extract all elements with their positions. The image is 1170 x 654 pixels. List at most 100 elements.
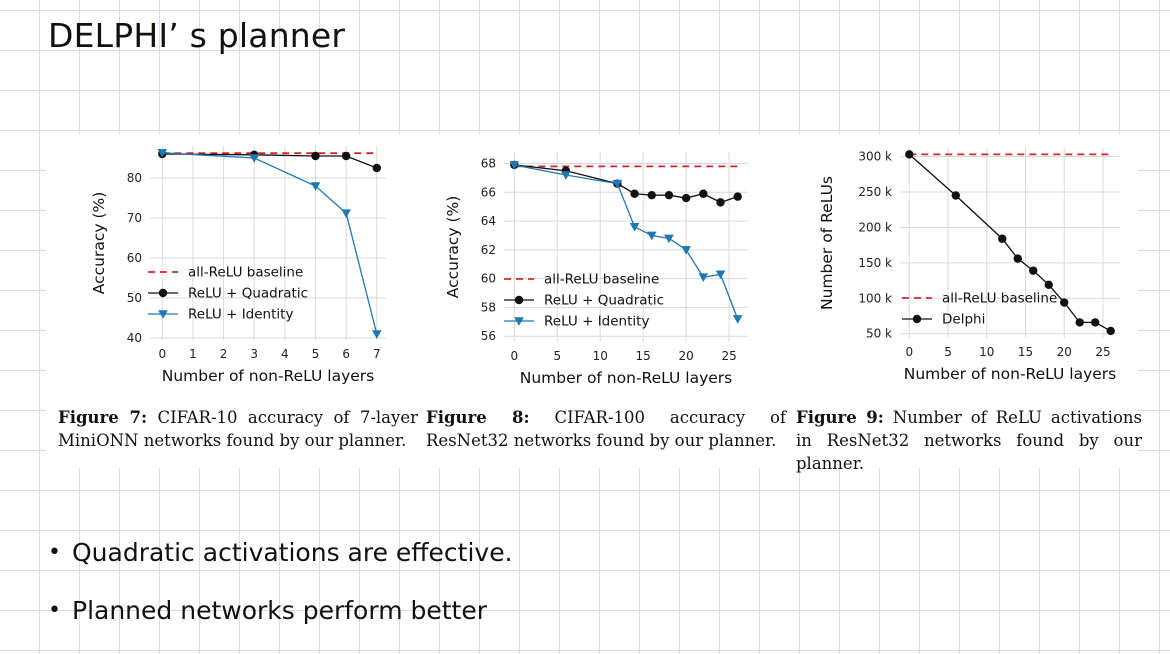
slide-title: DELPHI’ s planner xyxy=(48,16,346,55)
plot-figure-9: 0 5 10 15 20 25 50 k 100 k 150 k 200 k 250 k 300 k N… xyxy=(810,134,1140,399)
data-point xyxy=(1044,280,1053,290)
data-point xyxy=(311,151,320,161)
x-tick-label: 0 xyxy=(158,347,166,361)
legend-marker xyxy=(158,288,168,298)
caption-label: Figure 9: xyxy=(796,408,884,427)
legend-label: all-ReLU baseline xyxy=(544,272,659,288)
bullet-list: • Quadratic activations are effective. •… xyxy=(48,538,513,654)
data-point xyxy=(715,270,726,280)
data-point xyxy=(1106,326,1115,336)
data-point xyxy=(1075,318,1084,327)
x-tick-label: 6 xyxy=(342,347,350,361)
data-point xyxy=(310,182,321,191)
data-point xyxy=(1091,318,1100,327)
x-tick-label: 5 xyxy=(312,347,320,361)
x-tick-label: 3 xyxy=(250,347,258,361)
x-tick-label: 1 xyxy=(189,347,197,361)
data-point xyxy=(647,190,656,200)
y-tick-label: 66 xyxy=(481,185,496,199)
caption-text: Number of ReLU activations in ResNet32 n… xyxy=(796,408,1142,473)
bullet-item: • Quadratic activations are effective. xyxy=(48,538,513,596)
x-tick-label: 10 xyxy=(593,349,608,363)
series-line xyxy=(908,153,1112,332)
x-tick-label: 25 xyxy=(1095,345,1110,359)
chart-legend: all-ReLU baseline ReLU + Quadratic ReLU + … xyxy=(148,265,308,323)
legend-marker xyxy=(514,295,524,305)
x-tick-label: 7 xyxy=(373,347,381,361)
data-point xyxy=(664,234,674,244)
x-axis-label: Number of non-ReLU layers xyxy=(904,365,1117,383)
y-axis-label: Accuracy (%) xyxy=(444,196,462,299)
data-point xyxy=(681,193,691,203)
chart-figure-8: 0 5 10 15 20 25 56 58 60 62 64 66 68 Number of non-Re… xyxy=(444,152,748,387)
caption-label: Figure 8: xyxy=(426,408,530,427)
figure-panel: 0 1 2 3 4 5 6 7 40 50 60 70 80 Number of non-ReLU lay… xyxy=(46,134,1142,473)
plot-figure-8: 0 5 10 15 20 25 56 58 60 62 64 66 68 Number of non-Re… xyxy=(444,134,774,399)
y-axis-label: Accuracy (%) xyxy=(90,192,108,295)
x-axis-label: Number of non-ReLU layers xyxy=(162,367,375,385)
data-point xyxy=(630,189,639,198)
bullet-icon: • xyxy=(48,540,61,565)
y-tick-label: 70 xyxy=(127,211,142,225)
y-tick-label: 64 xyxy=(481,214,496,228)
x-tick-label: 20 xyxy=(679,349,694,363)
y-tick-label: 56 xyxy=(481,329,496,343)
data-point xyxy=(157,149,168,158)
legend-label: ReLU + Identity xyxy=(544,314,649,330)
y-tick-label: 62 xyxy=(481,243,496,257)
y-tick-label: 50 xyxy=(127,291,142,305)
x-tick-label: 20 xyxy=(1057,345,1072,359)
data-point xyxy=(1013,254,1022,263)
data-point xyxy=(951,191,960,200)
y-tick-label: 60 xyxy=(127,251,142,265)
y-tick-label: 50 k xyxy=(866,327,892,341)
legend-label: Delphi xyxy=(942,312,985,328)
data-point xyxy=(509,161,520,170)
legend-label: all-ReLU baseline xyxy=(188,265,303,281)
y-tick-label: 40 xyxy=(127,331,142,345)
y-tick-label: 68 xyxy=(481,157,496,171)
data-point xyxy=(341,151,351,161)
y-tick-label: 200 k xyxy=(858,220,892,234)
chart-figure-7: 0 1 2 3 4 5 6 7 40 50 60 70 80 Number of non-ReLU lay… xyxy=(90,146,386,385)
data-point xyxy=(732,315,743,324)
chart-legend: all-ReLU baseline Delphi xyxy=(902,291,1057,328)
data-point xyxy=(998,234,1007,243)
bullet-icon: • xyxy=(48,598,61,623)
data-point xyxy=(561,171,571,180)
y-tick-label: 60 xyxy=(481,272,496,286)
data-point xyxy=(629,223,640,232)
y-tick-label: 80 xyxy=(127,171,142,185)
caption-figure-8: Figure 8: CIFAR-100 accuracy of ResNet32… xyxy=(426,406,786,452)
caption-label: Figure 7: xyxy=(58,408,148,427)
bullet-item: • Planned networks perform better xyxy=(48,596,513,654)
legend-label: ReLU + Quadratic xyxy=(188,286,308,302)
plot-figure-7: 0 1 2 3 4 5 6 7 40 50 60 70 80 Number of non-ReLU lay… xyxy=(74,134,404,399)
data-point xyxy=(733,192,742,201)
x-tick-label: 5 xyxy=(553,349,561,363)
caption-text: CIFAR-10 accuracy of 7-layer Mini­ONN ne… xyxy=(58,408,418,450)
caption-text: CIFAR-100 accuracy of ResNet32 networks … xyxy=(426,408,786,450)
y-tick-label: 150 k xyxy=(858,256,892,270)
bullet-text: Quadratic activations are effective. xyxy=(72,538,513,567)
x-tick-label: 15 xyxy=(636,349,651,363)
legend-label: ReLU + Identity xyxy=(188,307,293,323)
data-point xyxy=(341,209,351,218)
data-point xyxy=(372,163,382,173)
legend-marker xyxy=(912,314,922,324)
legend-label: all-ReLU baseline xyxy=(942,291,1057,307)
y-tick-label: 250 k xyxy=(858,185,892,199)
x-axis-label: Number of non-ReLU layers xyxy=(520,369,733,387)
data-point xyxy=(905,150,914,159)
chart-legend: all-ReLU baseline ReLU + Quadratic ReLU + … xyxy=(504,272,664,330)
data-point xyxy=(1029,266,1038,275)
bullet-text: Planned networks perform better xyxy=(72,596,488,625)
data-point xyxy=(372,330,382,339)
data-point xyxy=(681,246,691,255)
caption-figure-7: Figure 7: CIFAR-10 accuracy of 7-layer M… xyxy=(58,406,418,452)
series-line xyxy=(514,164,739,320)
data-point xyxy=(646,231,657,241)
data-point xyxy=(664,190,674,200)
legend-marker xyxy=(158,310,168,319)
data-point xyxy=(1060,298,1069,307)
